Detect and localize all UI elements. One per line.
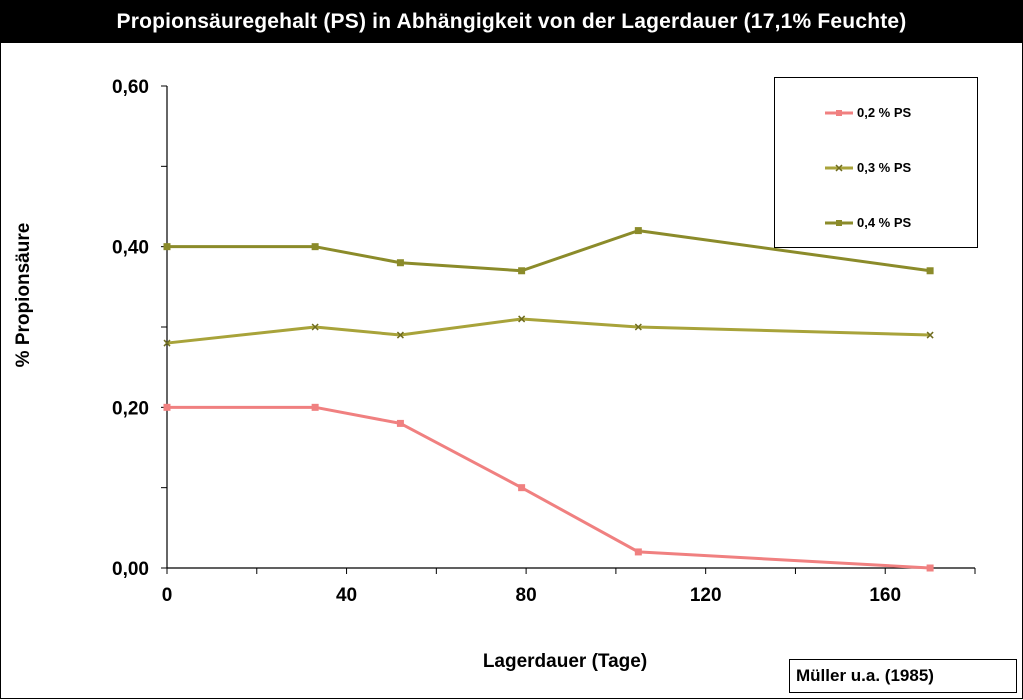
y-tick-label: 0,60 [112, 77, 149, 98]
data-point [634, 548, 642, 556]
y-axis-label: % Propionsäure [4, 210, 44, 380]
data-point [634, 323, 642, 331]
data-point [926, 331, 934, 339]
data-point [163, 339, 171, 347]
data-point [926, 564, 934, 572]
data-point [396, 331, 404, 339]
legend-swatch [825, 219, 853, 226]
legend-label: 0,4 % PS [857, 215, 912, 230]
data-point [163, 403, 171, 411]
legend-item: 0,3 % PS [825, 160, 911, 175]
data-point [311, 323, 319, 331]
source-citation: Müller u.a. (1985) [789, 659, 1017, 693]
chart-title: Propionsäuregehalt (PS) in Abhängigkeit … [0, 0, 1023, 43]
data-point [396, 259, 404, 267]
y-tick-label: 0,20 [112, 398, 149, 419]
x-tick-label: 160 [869, 585, 901, 606]
x-tick-label: 0 [162, 585, 173, 606]
chart-title-text: Propionsäuregehalt (PS) in Abhängigkeit … [116, 9, 907, 33]
y-tick-label: 0,00 [112, 559, 149, 580]
legend: 0,2 % PS 0,3 % PS 0,4 % PS [774, 77, 978, 248]
data-point [634, 227, 642, 235]
series-line-1 [167, 405, 931, 570]
legend-item: 0,2 % PS [825, 105, 911, 120]
legend-swatch [825, 109, 853, 116]
data-point [311, 243, 319, 251]
data-point [311, 403, 319, 411]
data-point [518, 484, 526, 492]
series-line-2 [166, 317, 931, 345]
x-axis-label: Lagerdauer (Tage) [482, 651, 648, 672]
data-point [163, 243, 171, 251]
legend-item: 0,4 % PS [825, 215, 911, 230]
y-axis-label-text: % Propionsäure [13, 222, 34, 368]
x-tick-label: 120 [690, 585, 722, 606]
legend-swatch [825, 163, 853, 172]
data-point [396, 419, 404, 427]
legend-label: 0,3 % PS [857, 160, 912, 175]
x-tick-label: 40 [336, 585, 357, 606]
series-line-3 [167, 229, 931, 273]
y-tick-label: 0,40 [112, 238, 149, 259]
x-tick-label: 80 [516, 585, 537, 606]
data-point [926, 267, 934, 275]
legend-label: 0,2 % PS [857, 105, 912, 120]
data-point [518, 315, 526, 323]
data-point [518, 267, 526, 275]
